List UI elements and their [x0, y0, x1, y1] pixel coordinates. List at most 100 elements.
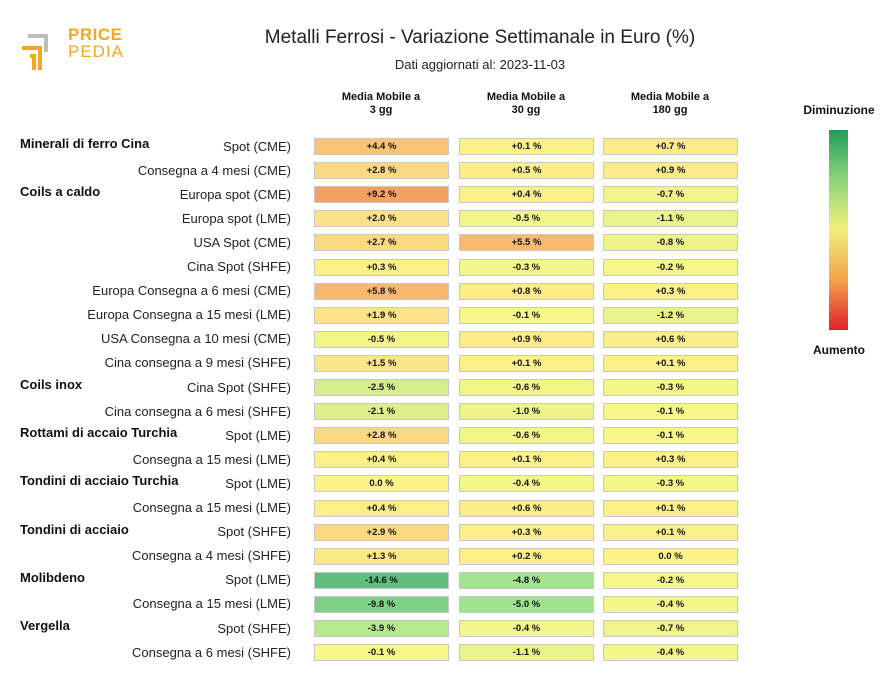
row-group-label: Rottami di accaio Turchia [20, 425, 178, 441]
heatmap-cell: +2.9 % [314, 523, 449, 541]
row-label: Cina Spot (SHFE) [186, 259, 291, 274]
row-label: Europa spot (LME) [181, 210, 291, 226]
heatmap-cell: +0.1 % [603, 354, 738, 372]
heatmap-cell: -0.4 % [459, 475, 594, 493]
heatmap-cell: +2.8 % [314, 162, 449, 180]
heatmap-cell: +2.0 % [314, 210, 449, 228]
heatmap-cell: +0.3 % [603, 451, 738, 469]
chart-subtitle: Dati aggiornati al: 2023-11-03 [394, 57, 566, 72]
heatmap-cell: +0.3 % [459, 523, 594, 541]
heatmap-cell: -0.6 % [459, 379, 594, 396]
row-label: Consegna a 15 mesi (LME) [132, 596, 291, 612]
heatmap-cell: +0.9 % [603, 162, 738, 180]
heatmap-cell: +0.8 % [459, 282, 594, 300]
row-label: Spot (SHFE) [217, 620, 291, 636]
row-group-label: Molibdeno [20, 569, 85, 585]
column-header-line2: 30 gg [511, 104, 541, 116]
row-label: Spot (CME) [223, 138, 291, 154]
legend-label-top: Diminuzione [803, 103, 875, 117]
heatmap-cell: +0.9 % [459, 330, 594, 348]
row-label: Cina Spot (SHFE) [186, 379, 291, 395]
row-label: Spot (LME) [225, 475, 291, 491]
heatmap-cell: -3.9 % [314, 620, 449, 637]
heatmap-cell: -2.5 % [314, 379, 449, 396]
row-label: Consegna a 15 mesi (LME) [132, 451, 291, 467]
heatmap-cell: +0.4 % [314, 451, 449, 469]
heatmap-cell: -0.4 % [603, 595, 738, 613]
row-label: Spot (LME) [225, 572, 291, 588]
heatmap-cell: +0.4 % [459, 186, 594, 204]
column-header-line1: Media Mobile a [341, 91, 421, 103]
legend-color-bar [829, 130, 848, 330]
heatmap-cell: +0.7 % [603, 138, 738, 155]
pricepedia-logo: PRICE PEDIA [20, 26, 130, 74]
row-group-label: Tondini di acciaio [20, 521, 129, 537]
row-group-label: Coils a caldo [20, 184, 101, 200]
heatmap-cell: -0.3 % [603, 475, 738, 493]
heatmap-cell: -0.1 % [603, 403, 738, 421]
heatmap-cell: -0.6 % [459, 427, 594, 445]
heatmap-cell: -0.4 % [459, 620, 594, 637]
heatmap-cell: +1.9 % [314, 306, 449, 324]
heatmap-cell: +0.6 % [459, 499, 594, 517]
row-label: Spot (LME) [225, 427, 291, 443]
heatmap-cell: 0.0 % [314, 475, 449, 493]
row-label: Cina consegna a 9 mesi (SHFE) [104, 355, 291, 371]
logo-text-line1: PRICE [68, 25, 123, 44]
row-group-label: Tondini di acciaio Turchia [20, 473, 179, 489]
heatmap-cell: -1.1 % [603, 210, 738, 228]
heatmap-cell: -1.2 % [603, 306, 738, 324]
row-group-label: Coils inox [20, 377, 83, 392]
heatmap-cell: +0.1 % [459, 451, 594, 469]
row-label: Europa Consegna a 6 mesi (CME) [92, 283, 291, 299]
heatmap-cell: +0.3 % [603, 282, 738, 300]
heatmap-cell: -0.4 % [603, 644, 738, 662]
heatmap-cell: -0.2 % [603, 258, 738, 276]
heatmap-cell: +0.4 % [314, 499, 449, 517]
row-label: Consegna a 6 mesi (SHFE) [132, 644, 291, 660]
column-header-2: Media Mobile a 30 gg [458, 91, 594, 117]
row-label: Spot (SHFE) [217, 524, 291, 540]
heatmap-cell: -4.8 % [459, 571, 594, 589]
heatmap-cell: +0.1 % [603, 499, 738, 517]
heatmap-cell: -0.3 % [459, 258, 594, 276]
row-label: Europa spot (CME) [179, 186, 291, 202]
heatmap-cell: -0.7 % [603, 620, 738, 637]
heatmap-cell: -1.0 % [459, 403, 594, 421]
heatmap-cell: -1.1 % [459, 644, 594, 662]
heatmap-cell: +5.8 % [314, 282, 449, 300]
heatmap-cell: +0.3 % [314, 258, 449, 276]
legend-label-bottom: Aumento [813, 343, 865, 357]
heatmap-cell: -14.6 % [314, 571, 449, 589]
heatmap-cell: -0.3 % [603, 379, 738, 396]
column-header-line2: 3 gg [369, 104, 393, 116]
heatmap-cell: -0.1 % [314, 644, 449, 662]
chart-title: Metalli Ferrosi - Variazione Settimanale… [264, 27, 696, 48]
heatmap-cell: -0.5 % [459, 210, 594, 228]
heatmap-cell: +2.8 % [314, 427, 449, 445]
row-group-label: Minerali di ferro Cina [20, 136, 150, 151]
logo-mark-icon [22, 34, 48, 70]
row-group-label: Vergella [20, 618, 70, 633]
heatmap-cell: 0.0 % [603, 547, 738, 565]
row-label: Europa Consegna a 15 mesi (LME) [87, 307, 291, 323]
heatmap-cell: -0.7 % [603, 186, 738, 204]
heatmap-cell: -9.8 % [314, 595, 449, 613]
heatmap-cell: +0.6 % [603, 330, 738, 348]
heatmap-cell: +5.5 % [459, 234, 594, 252]
heatmap-cell: +0.1 % [459, 354, 594, 372]
heatmap-cell: +4.4 % [314, 138, 449, 155]
heatmap-cell: -5.0 % [459, 595, 594, 613]
heatmap-cell: -0.1 % [603, 427, 738, 445]
heatmap-cell: +0.2 % [459, 547, 594, 565]
heatmap-cell: +1.3 % [314, 547, 449, 565]
heatmap-cell: -0.2 % [603, 571, 738, 589]
heatmap-cell: +0.1 % [459, 138, 594, 155]
row-label: USA Consegna a 10 mesi (CME) [100, 331, 291, 347]
row-label: Cina consegna a 6 mesi (SHFE) [104, 403, 291, 419]
heatmap-cell: +0.5 % [459, 162, 594, 180]
heatmap-cell: +9.2 % [314, 186, 449, 204]
heatmap-cell: -0.8 % [603, 234, 738, 252]
heatmap-cell: +2.7 % [314, 234, 449, 252]
heatmap-cell: -0.5 % [314, 330, 449, 348]
